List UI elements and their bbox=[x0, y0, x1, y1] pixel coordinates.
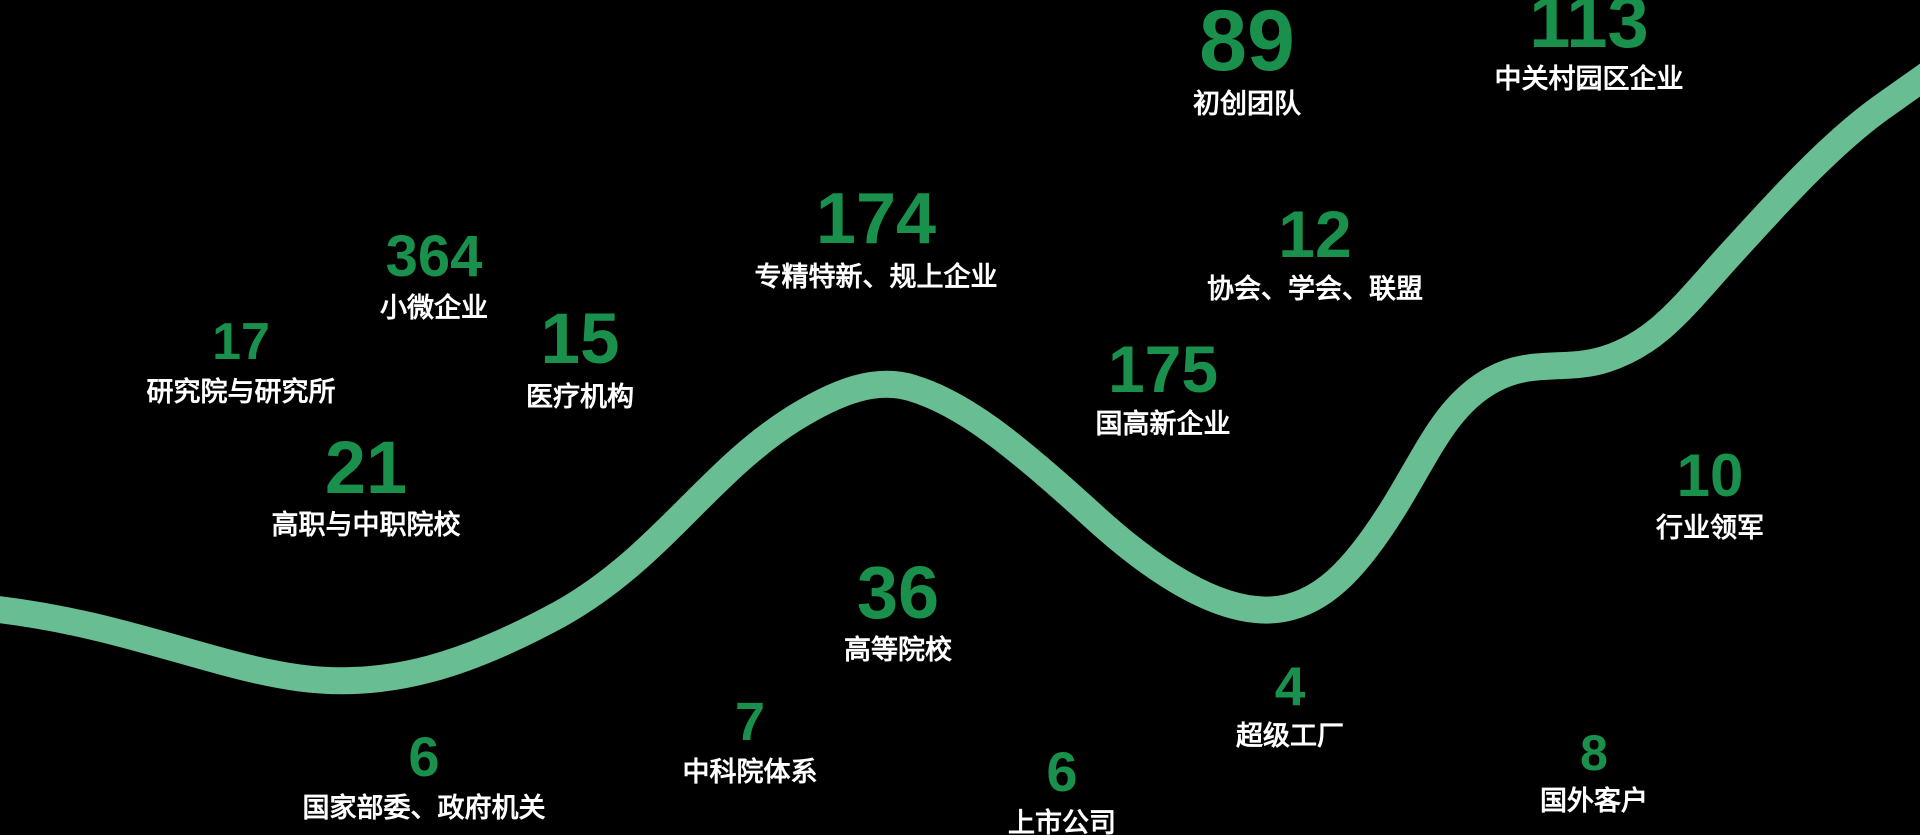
stat-item: 10 行业领军 bbox=[1656, 442, 1764, 544]
stat-item: 8 国外客户 bbox=[1540, 725, 1648, 817]
stat-item: 6 上市公司 bbox=[1008, 740, 1116, 835]
stat-value: 6 bbox=[1046, 740, 1078, 803]
stat-value: 4 bbox=[1274, 655, 1306, 717]
stat-value: 7 bbox=[734, 692, 766, 752]
stat-value: 364 bbox=[385, 224, 483, 289]
stat-value: 113 bbox=[1529, 0, 1649, 63]
stat-item: 17 研究院与研究所 bbox=[146, 313, 336, 408]
stat-item: 364 小微企业 bbox=[380, 224, 488, 324]
stat-label: 国高新企业 bbox=[1095, 408, 1231, 439]
stat-label: 医疗机构 bbox=[526, 381, 634, 412]
stat-label: 协会、学会、联盟 bbox=[1207, 273, 1423, 304]
stat-item: 113 中关村园区企业 bbox=[1495, 0, 1684, 95]
stat-value: 89 bbox=[1199, 0, 1295, 89]
stat-value: 6 bbox=[408, 725, 440, 788]
stat-value: 175 bbox=[1107, 332, 1219, 406]
stat-label: 高职与中职院校 bbox=[271, 510, 461, 541]
stat-label: 上市公司 bbox=[1008, 807, 1116, 835]
stat-label: 初创团队 bbox=[1193, 88, 1301, 119]
stat-value: 174 bbox=[815, 179, 937, 259]
stat-value: 15 bbox=[540, 300, 620, 379]
stat-label: 专精特新、规上企业 bbox=[754, 261, 998, 292]
trend-curve-path bbox=[0, 63, 1920, 695]
stat-value: 36 bbox=[856, 551, 940, 634]
stat-label: 中科院体系 bbox=[682, 757, 818, 788]
stat-item: 174 专精特新、规上企业 bbox=[754, 179, 998, 293]
stat-item: 7 中科院体系 bbox=[682, 692, 818, 788]
stat-label: 研究院与研究所 bbox=[146, 376, 336, 407]
stat-value: 21 bbox=[324, 426, 408, 509]
stat-item: 175 国高新企业 bbox=[1095, 332, 1231, 440]
stat-value: 17 bbox=[212, 313, 270, 371]
stat-label: 超级工厂 bbox=[1236, 721, 1344, 751]
stat-item: 6 国家部委、政府机关 bbox=[302, 725, 546, 824]
stat-item: 4 超级工厂 bbox=[1236, 655, 1344, 752]
stat-label: 国外客户 bbox=[1540, 786, 1648, 816]
stat-label: 行业领军 bbox=[1656, 513, 1764, 543]
stat-value: 8 bbox=[1580, 725, 1608, 781]
stat-label: 小微企业 bbox=[380, 293, 488, 324]
stat-value: 12 bbox=[1278, 197, 1352, 271]
stat-value: 10 bbox=[1676, 442, 1744, 509]
stat-label: 中关村园区企业 bbox=[1494, 64, 1684, 95]
stat-item: 89 初创团队 bbox=[1193, 0, 1301, 120]
stat-item: 12 协会、学会、联盟 bbox=[1207, 197, 1423, 305]
stat-label: 国家部委、政府机关 bbox=[302, 792, 546, 823]
stat-item: 36 高等院校 bbox=[844, 551, 952, 666]
stat-label: 高等院校 bbox=[844, 635, 952, 666]
stat-item: 15 医疗机构 bbox=[526, 300, 634, 413]
stat-item: 21 高职与中职院校 bbox=[271, 426, 461, 541]
